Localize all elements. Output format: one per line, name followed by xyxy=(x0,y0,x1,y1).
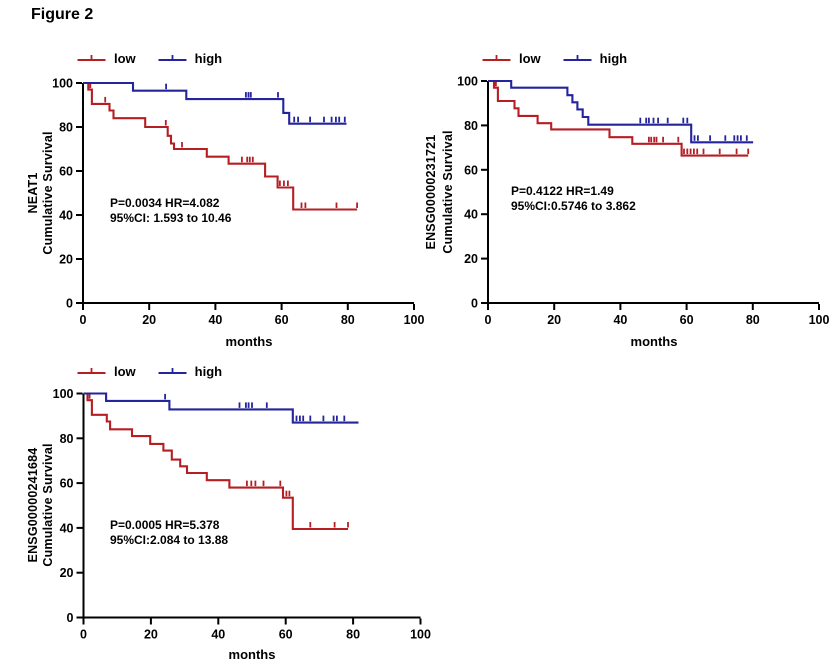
survival-curve-high xyxy=(83,81,347,125)
x-tick-label: 60 xyxy=(275,313,289,327)
gene-label-neat1: NEAT1 xyxy=(26,172,40,214)
x-tick-label: 80 xyxy=(341,313,355,327)
gene-label-ensg241684: ENSG00000241684 xyxy=(26,447,40,563)
y-axis-title-ensg231721: Cumulative Survival xyxy=(441,130,455,254)
legend-high-marker-icon xyxy=(158,55,187,61)
x-tick-label: 20 xyxy=(547,313,561,327)
survival-curve-high xyxy=(488,79,754,144)
y-tick-label: 20 xyxy=(60,566,74,580)
y-tick-label: 80 xyxy=(59,121,73,135)
x-axis-title-ensg231721: months xyxy=(630,334,678,349)
survival-curve-low xyxy=(83,81,358,211)
y-tick-label: 40 xyxy=(464,208,478,222)
axis-lines xyxy=(82,393,421,619)
stats-annotation-ensg241684: P=0.0005 HR=5.378 95%CI:2.084 to 13.88 xyxy=(110,518,228,547)
axis-lines xyxy=(82,83,414,304)
survival-curve-low xyxy=(488,79,749,157)
stats-line-ci: 95%CI:2.084 to 13.88 xyxy=(110,532,229,547)
x-tick-label: 60 xyxy=(279,628,293,642)
legend-high-marker-icon xyxy=(563,55,592,61)
legend-low-marker-icon xyxy=(77,368,106,374)
legend-neat1: low high xyxy=(77,51,222,66)
legend-low-marker-icon xyxy=(482,55,511,61)
y-tick-label: 40 xyxy=(59,209,73,223)
x-tick-label: 100 xyxy=(809,313,830,327)
survival-curve-high xyxy=(83,392,359,424)
x-axis-title-ensg241684: months xyxy=(228,647,276,662)
y-tick-label: 60 xyxy=(59,165,73,179)
legend-ensg241684: low high xyxy=(77,364,222,379)
legend-low-marker-icon xyxy=(77,55,106,61)
y-tick-label: 20 xyxy=(464,252,478,266)
legend-high-marker-icon xyxy=(158,368,187,374)
legend-label-high: high xyxy=(599,51,628,66)
x-tick-label: 60 xyxy=(680,313,694,327)
y-tick-label: 80 xyxy=(464,119,478,133)
y-tick-label: 80 xyxy=(60,432,74,446)
stats-line-ci: 95%CI: 1.593 to 10.46 xyxy=(110,210,232,225)
y-tick-label: 0 xyxy=(67,611,74,625)
stats-annotation-neat1: P=0.0034 HR=4.082 95%CI: 1.593 to 10.46 xyxy=(110,196,231,225)
legend-label-low: low xyxy=(114,364,136,379)
axis-lines xyxy=(487,81,819,304)
x-tick-label: 20 xyxy=(142,313,156,327)
y-axis-title-ensg241684: Cumulative Survival xyxy=(41,443,55,567)
stats-line-p-hr: P=0.4122 HR=1.49 xyxy=(511,184,614,198)
y-tick-label: 60 xyxy=(464,163,478,177)
x-tick-label: 40 xyxy=(613,313,627,327)
x-tick-label: 40 xyxy=(208,313,222,327)
figure-title: Figure 2 xyxy=(31,6,94,23)
legend-label-low: low xyxy=(114,51,136,66)
x-tick-label: 0 xyxy=(485,313,492,327)
y-tick-label: 20 xyxy=(59,253,73,267)
y-tick-label: 60 xyxy=(60,477,74,491)
y-tick-label: 100 xyxy=(457,75,478,89)
y-tick-label: 40 xyxy=(60,521,74,535)
x-tick-label: 100 xyxy=(410,628,431,642)
gene-label-ensg231721: ENSG00000231721 xyxy=(424,134,438,250)
stats-annotation-ensg231721: P=0.4122 HR=1.49 95%CI:0.5746 to 3.862 xyxy=(511,184,636,213)
x-axis-title-neat1: months xyxy=(225,334,273,349)
legend-ensg231721: low high xyxy=(482,51,627,66)
legend-label-high: high xyxy=(194,364,223,379)
y-axis-title-neat1: Cumulative Survival xyxy=(41,131,55,255)
x-tick-label: 80 xyxy=(746,313,760,327)
legend-label-high: high xyxy=(194,51,223,66)
stats-line-ci: 95%CI:0.5746 to 3.862 xyxy=(511,198,636,213)
legend-label-low: low xyxy=(519,51,541,66)
y-tick-label: 100 xyxy=(52,77,73,91)
y-tick-label: 0 xyxy=(66,297,73,311)
x-tick-label: 0 xyxy=(80,313,87,327)
y-tick-label: 0 xyxy=(471,297,478,311)
x-tick-label: 100 xyxy=(404,313,425,327)
x-tick-label: 0 xyxy=(80,628,87,642)
survival-curve-low xyxy=(83,392,348,531)
y-tick-label: 100 xyxy=(53,387,74,401)
x-tick-label: 80 xyxy=(346,628,360,642)
stats-line-p-hr: P=0.0034 HR=4.082 xyxy=(110,196,220,210)
stats-line-p-hr: P=0.0005 HR=5.378 xyxy=(110,518,220,532)
x-tick-label: 40 xyxy=(211,628,225,642)
x-tick-label: 20 xyxy=(144,628,158,642)
